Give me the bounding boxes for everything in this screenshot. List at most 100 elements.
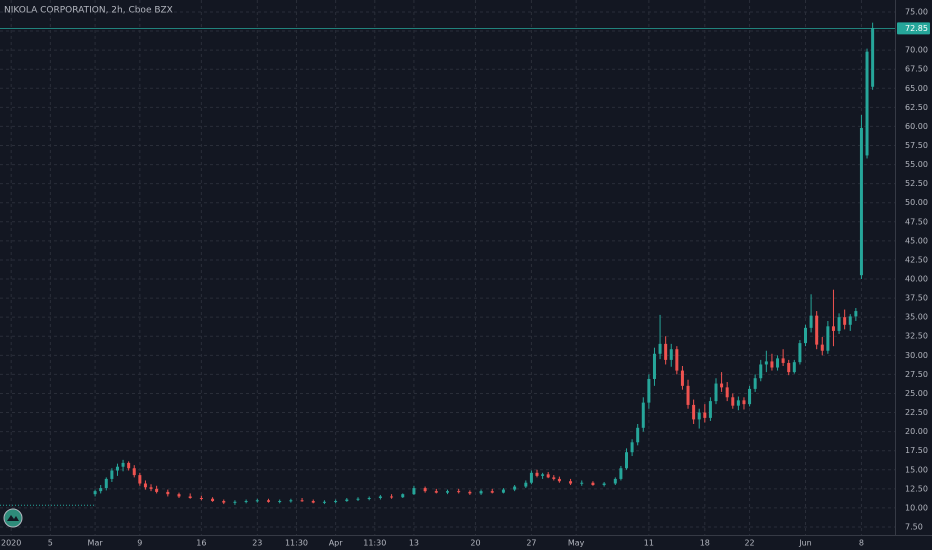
x-tick-label: 11:30 xyxy=(285,539,308,548)
x-tick-label: 13 xyxy=(409,539,419,548)
candle-body xyxy=(149,487,153,489)
candle-body xyxy=(664,343,668,360)
candle-body xyxy=(804,327,807,344)
candle-body xyxy=(345,499,349,502)
candle-body xyxy=(535,472,539,476)
y-tick-label: 27.50 xyxy=(905,370,928,379)
candle-body xyxy=(787,362,791,373)
y-tick-label: 67.50 xyxy=(905,65,928,74)
candle-body xyxy=(434,491,438,493)
y-tick-label: 57.50 xyxy=(905,141,928,150)
candle-body xyxy=(708,401,712,418)
candle-body xyxy=(546,474,550,478)
candle-body xyxy=(104,478,108,489)
candle-body xyxy=(233,501,237,503)
x-tick-label: 9 xyxy=(137,539,142,548)
candle-body xyxy=(831,326,835,331)
y-tick-label: 22.50 xyxy=(905,408,928,417)
candle-body xyxy=(692,404,696,420)
candle-body xyxy=(764,361,768,365)
grid xyxy=(0,0,895,535)
candle-body xyxy=(826,326,830,351)
y-tick-label: 10.00 xyxy=(905,503,928,512)
y-tick-label: 47.50 xyxy=(905,217,928,226)
y-tick-label: 15.00 xyxy=(905,465,928,474)
y-tick-label: 50.00 xyxy=(905,198,928,207)
candle-body xyxy=(871,28,875,87)
x-tick-label: Mar xyxy=(88,539,104,548)
x-tick-label: 11:30 xyxy=(363,539,386,548)
y-tick-label: 42.50 xyxy=(905,255,928,264)
candle-body xyxy=(820,344,824,351)
candle-body xyxy=(703,412,707,418)
candle-body xyxy=(686,385,690,405)
candle-body xyxy=(267,500,270,502)
candle-body xyxy=(798,343,802,363)
y-tick-label: 35.00 xyxy=(905,313,928,322)
candle-body xyxy=(641,402,645,428)
last-price-label: 72.85 xyxy=(905,24,928,33)
candle-body xyxy=(541,474,545,476)
candle-body xyxy=(697,412,701,420)
y-tick-label: 55.00 xyxy=(905,160,928,169)
candle-body xyxy=(591,482,595,486)
y-tick-label: 17.50 xyxy=(905,446,928,455)
x-tick-label: 23 xyxy=(252,539,262,548)
y-tick-label: 25.00 xyxy=(905,389,928,398)
candle-body xyxy=(166,491,170,495)
candle-body xyxy=(776,358,780,368)
candle-body xyxy=(155,488,159,492)
candle-body xyxy=(731,397,735,406)
x-tick-label: Apr xyxy=(329,539,344,548)
y-tick-label: 65.00 xyxy=(905,84,928,93)
candle-body xyxy=(99,488,103,492)
candle-body xyxy=(647,378,651,403)
candle-body xyxy=(529,472,533,483)
candle-body xyxy=(602,483,606,486)
candle-body xyxy=(843,317,847,325)
y-tick-label: 75.00 xyxy=(905,7,928,16)
candle-body xyxy=(244,501,248,503)
candle-body xyxy=(289,500,293,502)
candle-body xyxy=(311,501,315,503)
candle-body xyxy=(714,383,718,402)
candle-body xyxy=(848,316,852,325)
candle-body xyxy=(115,466,119,471)
candle-body xyxy=(809,315,813,328)
candle-body xyxy=(781,358,785,363)
candle-body xyxy=(680,370,684,386)
candle-body xyxy=(143,483,147,488)
candle-body xyxy=(815,315,819,345)
last-price-tag xyxy=(897,22,930,35)
x-tick-label: 16 xyxy=(196,539,206,548)
candle-body xyxy=(132,468,136,476)
candle-body xyxy=(580,482,584,484)
candle-body xyxy=(552,477,556,479)
candle-body xyxy=(636,427,640,443)
candle-body xyxy=(865,51,869,156)
candle-body xyxy=(625,452,628,469)
candle-body xyxy=(524,482,528,487)
candle-body xyxy=(110,470,114,479)
logo xyxy=(3,508,23,528)
candle-body xyxy=(569,481,573,484)
candle-body xyxy=(837,317,841,331)
candle-body xyxy=(658,343,662,354)
candle-body xyxy=(93,491,97,495)
y-tick-label: 62.50 xyxy=(905,103,928,112)
y-tick-label: 37.50 xyxy=(905,294,928,303)
candle-body xyxy=(211,498,215,502)
x-tick-label: 18 xyxy=(700,539,710,548)
candle-body xyxy=(513,486,517,490)
candle-body xyxy=(501,489,505,493)
candle-body xyxy=(446,491,449,493)
candle-body xyxy=(742,400,746,405)
candle-body xyxy=(490,491,494,493)
y-tick-label: 45.00 xyxy=(905,236,928,245)
y-tick-label: 12.50 xyxy=(905,484,928,493)
y-tick-label: 30.00 xyxy=(905,351,928,360)
x-tick-label: 20 xyxy=(470,539,480,548)
candle-body xyxy=(356,498,360,500)
candle-body xyxy=(199,497,203,499)
